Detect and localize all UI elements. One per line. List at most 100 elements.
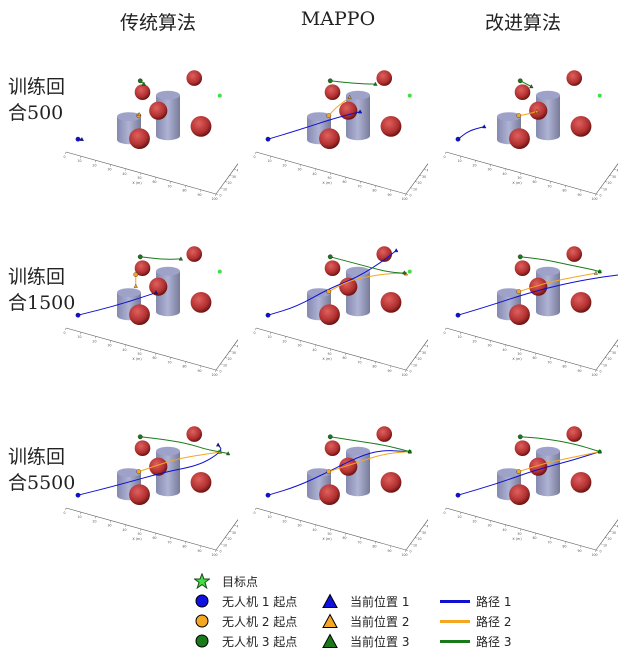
sphere-obstacle bbox=[514, 84, 531, 100]
y-tick bbox=[604, 181, 608, 183]
x-tick-label: 20 bbox=[472, 163, 476, 167]
x-tick bbox=[565, 541, 567, 544]
sphere-obstacle bbox=[566, 70, 583, 86]
y-tick-label: 0 bbox=[599, 370, 601, 374]
uav-current-2 bbox=[347, 94, 352, 99]
legend-item-start-2: 无人机 2 起点 bbox=[194, 612, 297, 630]
sphere-obstacle bbox=[324, 84, 341, 100]
legend-item-current-1: 当前位置 1 bbox=[322, 592, 409, 610]
x-tick-label: 90 bbox=[387, 193, 391, 197]
sphere-obstacle bbox=[324, 260, 341, 276]
sphere-obstacle bbox=[149, 277, 168, 296]
y-tick bbox=[224, 537, 228, 539]
sphere-obstacle bbox=[186, 426, 203, 442]
x-tick bbox=[80, 512, 82, 515]
y-tick bbox=[405, 193, 409, 195]
sphere-obstacle bbox=[339, 277, 358, 296]
y-tick-label: 30 bbox=[422, 175, 426, 179]
x-tick bbox=[155, 177, 157, 180]
x-tick bbox=[520, 528, 522, 532]
x-tick-label: 80 bbox=[182, 365, 186, 369]
x-tick bbox=[550, 537, 552, 540]
uav-path-1 bbox=[77, 444, 222, 496]
x-axis-label: X (m) bbox=[512, 537, 522, 541]
y-axis-line bbox=[215, 163, 238, 195]
x-tick bbox=[200, 545, 202, 548]
y-tick-label: 10 bbox=[413, 543, 417, 547]
x-tick-label: 50 bbox=[517, 176, 521, 180]
row-label-episode-500: 训练回 合500 bbox=[8, 74, 78, 126]
y-tick bbox=[419, 351, 422, 353]
y-tick-label: 0 bbox=[599, 194, 601, 198]
uav-current-3 bbox=[402, 270, 407, 275]
x-tick-label: 0 bbox=[253, 511, 255, 515]
x-tick bbox=[475, 160, 477, 163]
x-tick bbox=[445, 507, 447, 511]
target-point bbox=[597, 93, 602, 98]
x-axis-label: X (m) bbox=[322, 181, 332, 185]
x-tick bbox=[505, 168, 507, 171]
cylinder-top bbox=[156, 446, 180, 456]
row-label-line2: 合5500 bbox=[8, 472, 76, 494]
y-tick bbox=[414, 357, 418, 359]
sphere-obstacle bbox=[509, 128, 530, 149]
x-tick-label: 100 bbox=[211, 373, 217, 377]
x-tick bbox=[405, 369, 407, 373]
uav-path-3 bbox=[140, 256, 181, 260]
y-tick bbox=[215, 369, 219, 371]
x-tick-label: 80 bbox=[372, 365, 376, 369]
cylinder-top bbox=[156, 266, 180, 276]
sphere-obstacle bbox=[319, 128, 340, 149]
triangle-icon bbox=[322, 633, 338, 648]
x-axis-label: X (m) bbox=[132, 181, 142, 185]
x-tick-label: 10 bbox=[457, 515, 461, 519]
sphere-obstacle bbox=[129, 128, 150, 149]
cylinder-top bbox=[117, 288, 141, 297]
x-tick-label: 80 bbox=[562, 365, 566, 369]
y-tick bbox=[229, 531, 232, 533]
y-tick-label: 20 bbox=[417, 357, 421, 361]
x-tick bbox=[270, 512, 272, 515]
x-tick bbox=[270, 156, 272, 159]
sphere-obstacle bbox=[566, 246, 583, 262]
uav-current-3 bbox=[597, 449, 602, 454]
x-tick bbox=[360, 537, 362, 540]
circle-icon bbox=[195, 614, 209, 628]
x-tick bbox=[405, 193, 407, 197]
x-tick bbox=[505, 344, 507, 347]
x-tick bbox=[565, 361, 567, 364]
x-tick-label: 0 bbox=[63, 155, 65, 159]
circle-icon bbox=[195, 634, 209, 648]
y-tick-label: 30 bbox=[422, 531, 426, 535]
y-tick bbox=[600, 543, 603, 545]
x-tick-label: 30 bbox=[297, 168, 301, 172]
y-tick-label: 40 bbox=[236, 345, 238, 349]
y-tick-label: 10 bbox=[413, 363, 417, 367]
x-tick-label: 20 bbox=[92, 519, 96, 523]
x-tick-label: 100 bbox=[401, 197, 407, 201]
x-tick-label: 40 bbox=[122, 348, 126, 352]
y-tick bbox=[609, 175, 612, 177]
uav-path-2 bbox=[138, 451, 220, 473]
x-tick bbox=[375, 541, 377, 544]
star-icon bbox=[194, 573, 210, 589]
x-tick bbox=[110, 164, 112, 167]
y-tick bbox=[224, 181, 228, 183]
x-tick bbox=[445, 327, 447, 331]
x-tick-label: 30 bbox=[297, 524, 301, 528]
y-tick-label: 10 bbox=[603, 187, 607, 191]
sphere-obstacle bbox=[570, 472, 592, 493]
x-tick-label: 40 bbox=[502, 172, 506, 176]
x-tick bbox=[345, 353, 347, 356]
x-tick bbox=[140, 528, 142, 532]
x-tick-label: 60 bbox=[152, 180, 156, 184]
x-tick bbox=[360, 181, 362, 184]
uav-start-2 bbox=[133, 272, 139, 277]
y-tick bbox=[595, 369, 599, 371]
uav-path-3 bbox=[140, 436, 229, 455]
x-tick-label: 30 bbox=[297, 344, 301, 348]
y-axis-line bbox=[405, 339, 428, 371]
legend-item-current-2: 当前位置 2 bbox=[322, 612, 409, 630]
x-tick bbox=[390, 545, 392, 548]
